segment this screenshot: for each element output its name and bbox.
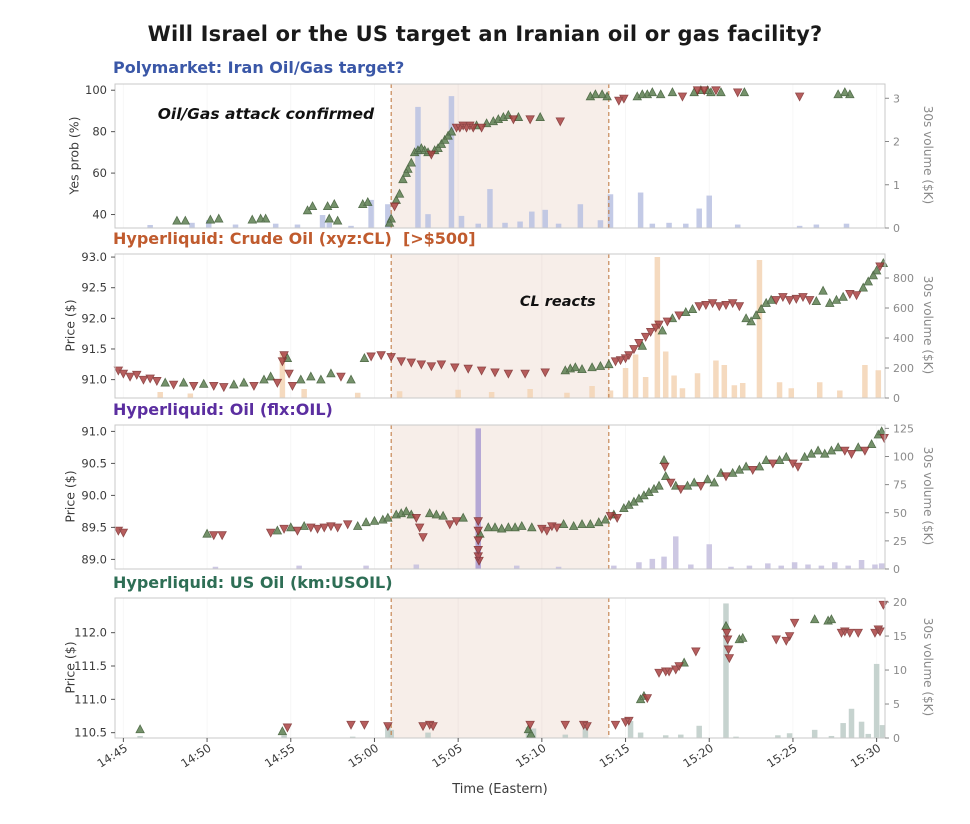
y-tick-label: 111.5 (74, 659, 107, 673)
buy-trade-markers (160, 258, 889, 389)
sell-trade-markers (282, 600, 889, 733)
event-highlight-region (391, 425, 609, 569)
y2-axis-label-volume-1: 30s volume ($K) (921, 105, 935, 205)
y-tick-label: 100 (85, 83, 107, 97)
x-tick-label: 15:20 (680, 741, 715, 771)
panel-title-crude-oil: Hyperliquid: Crude Oil (xyz:CL) [>$500] (113, 229, 476, 248)
y-axis-label-price-oil: Price ($) (62, 470, 78, 523)
panel-0: 40 60 80 100 0 1 2 3 (85, 83, 900, 235)
y2-tick-label: 0 (893, 732, 900, 745)
y-tick-label: 93.0 (81, 250, 107, 264)
x-tick-label: 15:10 (513, 741, 548, 771)
y2-tick-label: 0 (893, 563, 900, 576)
sell-trade-markers (389, 86, 805, 212)
y-tick-label: 40 (92, 208, 107, 222)
y-axis-label-price-usoil: Price ($) (62, 641, 78, 694)
x-tick-label: 14:50 (178, 741, 213, 771)
y2-tick-label: 600 (893, 302, 914, 315)
panel-2-volume-bars (212, 428, 885, 569)
y-tick-label: 91.5 (81, 342, 107, 356)
x-tick-label: 14:55 (262, 741, 297, 771)
y-tick-label: 80 (92, 125, 107, 139)
y2-tick-label: 10 (893, 664, 907, 677)
y-tick-label: 112.0 (74, 626, 107, 640)
y2-tick-label: 100 (893, 451, 914, 464)
y2-tick-label: 1 (893, 179, 900, 192)
y-tick-label: 92.5 (81, 281, 107, 295)
y2-tick-label: 15 (893, 630, 907, 643)
y-tick-label: 89.5 (81, 520, 107, 534)
panel-1: 91.0 91.5 92.0 92.5 93.0 0 200 400 600 800 (81, 250, 914, 405)
y2-axis-label-volume-4: 30s volume ($K) (921, 617, 935, 717)
annotation-attack-confirmed: Oil/Gas attack confirmed (157, 104, 375, 123)
sell-trade-markers (113, 434, 889, 566)
y2-tick-label: 2 (893, 136, 900, 149)
buy-trade-markers (202, 426, 887, 538)
panel-title-flx-oil: Hyperliquid: Oil (flx:OIL) (113, 400, 333, 419)
y2-axis-label-volume-2: 30s volume ($K) (921, 275, 935, 375)
buy-trade-markers (172, 85, 855, 227)
panel-2: 89.0 89.5 90.0 90.5 91.0 0 25 50 75 100 125 (81, 422, 914, 576)
y-tick-label: 92.0 (81, 311, 107, 325)
y2-tick-label: 200 (893, 362, 914, 375)
x-tick-label: 15:00 (346, 741, 381, 771)
y-tick-label: 110.5 (74, 726, 107, 740)
y-tick-label: 89.0 (81, 552, 107, 566)
x-tick-label: 15:25 (764, 741, 799, 771)
y-tick-label: 90.0 (81, 488, 107, 502)
y-axis-label-yes-prob: Yes prob (%) (66, 116, 82, 195)
y2-tick-label: 75 (893, 479, 907, 492)
x-tick-label: 14:45 (95, 741, 130, 771)
annotation-cl-reacts: CL reacts (519, 293, 596, 310)
y2-tick-label: 3 (893, 92, 900, 105)
y2-tick-label: 25 (893, 535, 907, 548)
event-highlight-region (391, 598, 609, 738)
panel-3: 110.5 111.0 111.5 112.0 0 5 10 15 20 14:45 14:50 14… (74, 596, 907, 770)
y2-axis-label-volume-3: 30s volume ($K) (921, 446, 935, 546)
y2-tick-label: 0 (893, 222, 900, 235)
y2-tick-label: 50 (893, 507, 907, 520)
y2-tick-label: 125 (893, 422, 914, 435)
y-axis-label-price-cl: Price ($) (62, 299, 78, 352)
panel-title-polymarket: Polymarket: Iran Oil/Gas target? (113, 58, 405, 77)
event-highlight-region (391, 254, 609, 398)
y2-tick-label: 20 (893, 596, 907, 609)
y2-tick-label: 400 (893, 332, 914, 345)
x-tick-label: 15:15 (597, 741, 632, 771)
x-tick-label: 15:30 (848, 741, 883, 771)
x-tick-label: 15:05 (429, 741, 464, 771)
y-tick-label: 91.0 (81, 424, 107, 438)
y2-tick-label: 800 (893, 272, 914, 285)
y-tick-label: 60 (92, 166, 107, 180)
y-tick-label: 90.5 (81, 456, 107, 470)
sell-trade-markers (113, 262, 885, 393)
figure-title: Will Israel or the US target an Iranian … (147, 22, 823, 46)
x-axis-label: Time (Eastern) (452, 782, 548, 797)
panel-3-volume-bars (137, 603, 886, 738)
y-tick-label: 111.0 (74, 692, 107, 706)
panel-title-us-oil: Hyperliquid: US Oil (km:USOIL) (113, 573, 393, 592)
y2-tick-label: 5 (893, 698, 900, 711)
panel-0-volume-bars (147, 96, 850, 228)
y-tick-label: 91.0 (81, 373, 107, 387)
y2-tick-label: 0 (893, 392, 900, 405)
